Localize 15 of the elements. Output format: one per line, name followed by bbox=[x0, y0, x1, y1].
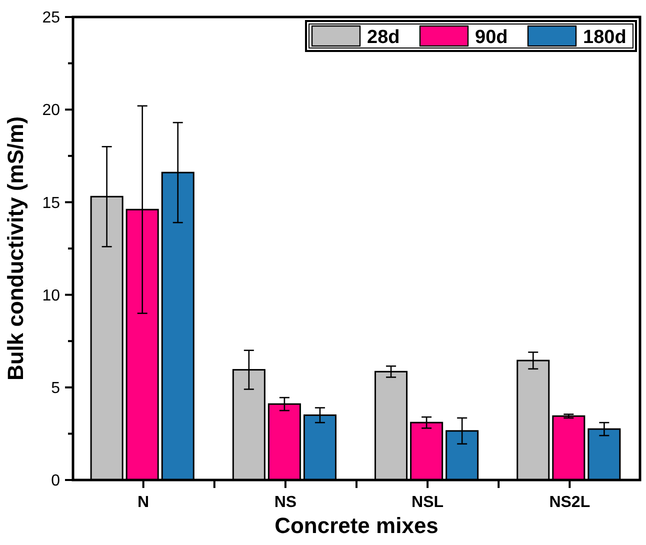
x-tick-label: NSL bbox=[412, 494, 444, 511]
x-tick-label: NS2L bbox=[549, 494, 590, 511]
y-tick-label: 20 bbox=[42, 102, 60, 120]
legend-label: 90d bbox=[475, 27, 508, 48]
x-axis-title: Concrete mixes bbox=[274, 513, 438, 538]
y-tick-label: 25 bbox=[42, 10, 60, 27]
legend-label: 28d bbox=[367, 27, 400, 48]
y-axis-title: Bulk conductivity (mS/m) bbox=[3, 116, 28, 381]
y-tick-label: 10 bbox=[42, 287, 60, 304]
legend-label: 180d bbox=[583, 27, 626, 48]
y-tick-label: 15 bbox=[42, 194, 60, 212]
y-tick-label: 0 bbox=[51, 472, 60, 490]
x-tick-label: NS bbox=[274, 494, 297, 511]
x-tick-label: N bbox=[138, 494, 150, 511]
y-tick-label: 5 bbox=[51, 380, 60, 397]
